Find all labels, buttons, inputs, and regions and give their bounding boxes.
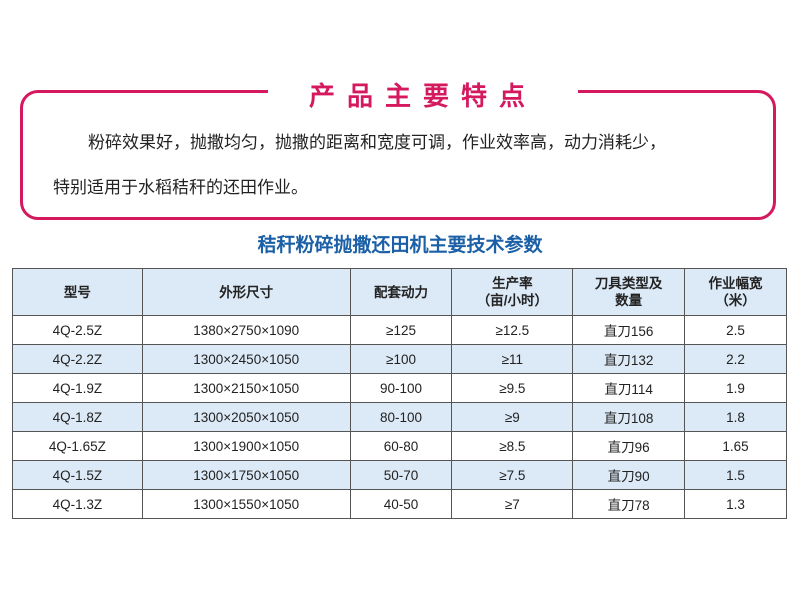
- table-cell: 60-80: [349, 431, 453, 461]
- table-header-row: 型号 外形尺寸 配套动力 生产率 （亩/小时） 刀具类型及数量 作业幅宽 （米）: [12, 268, 787, 316]
- column-header: 生产率 （亩/小时）: [451, 268, 574, 316]
- table-cell: 1300×1900×1050: [141, 431, 351, 461]
- column-header: 型号: [12, 268, 143, 316]
- table-cell: 50-70: [349, 460, 453, 490]
- table-cell: ≥125: [349, 315, 453, 345]
- table-cell: 直刀132: [572, 344, 686, 374]
- table-cell: 80-100: [349, 402, 453, 432]
- table-cell: 1.8: [684, 402, 787, 432]
- table-cell: ≥9: [451, 402, 574, 432]
- features-text-line-1: 粉碎效果好，抛撒均匀，抛撒的距离和宽度可调，作业效率高，动力消耗少，: [88, 133, 666, 152]
- table-cell: ≥7: [451, 489, 574, 519]
- table-row: 4Q-2.5Z 1380×2750×1090 ≥125 ≥12.5 直刀156 2.5: [12, 315, 787, 345]
- column-header-line-1: 生产率: [492, 276, 533, 291]
- column-header: 作业幅宽 （米）: [684, 268, 787, 316]
- table-cell: ≥11: [451, 344, 574, 374]
- column-header-line-2: 数量: [615, 293, 643, 308]
- column-header-line-1: 刀具类型及: [594, 276, 663, 291]
- specs-table: 型号 外形尺寸 配套动力 生产率 （亩/小时） 刀具类型及数量 作业幅宽 （米） 4Q-2.5…: [12, 268, 787, 519]
- table-cell: 直刀108: [572, 402, 686, 432]
- table-cell: 90-100: [349, 373, 453, 403]
- table-cell: 1.3: [684, 489, 787, 519]
- column-header: 配套动力: [349, 268, 453, 316]
- column-header: 外形尺寸: [141, 268, 351, 316]
- table-cell: 2.5: [684, 315, 787, 345]
- table-cell: 直刀114: [572, 373, 686, 403]
- table-cell: 1300×2150×1050: [141, 373, 351, 403]
- table-row: 4Q-1.3Z 1300×1550×1050 40-50 ≥7 直刀78 1.3: [12, 489, 787, 519]
- table-row: 4Q-1.8Z 1300×2050×1050 80-100 ≥9 直刀108 1.8: [12, 402, 787, 432]
- column-header-line-1: 作业幅宽: [708, 276, 763, 291]
- table-cell: 4Q-2.2Z: [12, 344, 143, 374]
- table-cell: 直刀96: [572, 431, 686, 461]
- table-cell: 4Q-2.5Z: [12, 315, 143, 345]
- table-cell: 1300×1550×1050: [141, 489, 351, 519]
- column-header-line-2: （亩/小时）: [476, 293, 548, 308]
- table-row: 4Q-1.65Z 1300×1900×1050 60-80 ≥8.5 直刀96 1.65: [12, 431, 787, 461]
- table-cell: 1300×2050×1050: [141, 402, 351, 432]
- table-cell: 1.5: [684, 460, 787, 490]
- table-cell: 1.9: [684, 373, 787, 403]
- table-row: 4Q-2.2Z 1300×2450×1050 ≥100 ≥11 直刀132 2.2: [12, 344, 787, 374]
- specs-title: 秸秆粉碎抛撒还田机主要技术参数: [257, 235, 543, 256]
- table-cell: 直刀90: [572, 460, 686, 490]
- table-cell: 4Q-1.8Z: [12, 402, 143, 432]
- table-cell: ≥7.5: [451, 460, 574, 490]
- column-header-line-1: 型号: [63, 284, 91, 300]
- column-header-line-2: （米）: [715, 293, 756, 308]
- table-cell: ≥8.5: [451, 431, 574, 461]
- table-cell: 4Q-1.9Z: [12, 373, 143, 403]
- table-cell: 4Q-1.5Z: [12, 460, 143, 490]
- column-header-line-1: 外形尺寸: [219, 284, 274, 300]
- column-header-line-1: 配套动力: [374, 284, 429, 300]
- table-cell: 1.65: [684, 431, 787, 461]
- table-cell: 4Q-1.65Z: [12, 431, 143, 461]
- features-text-line-2: 特别适用于水稻秸秆的还田作业。: [53, 178, 308, 197]
- table-row: 4Q-1.9Z 1300×2150×1050 90-100 ≥9.5 直刀114 1.9: [12, 373, 787, 403]
- features-title: 产品主要特点: [268, 80, 578, 114]
- column-header: 刀具类型及 数量: [572, 268, 686, 316]
- table-row: 4Q-1.5Z 1300×1750×1050 50-70 ≥7.5 直刀90 1.5: [12, 460, 787, 490]
- table-cell: ≥9.5: [451, 373, 574, 403]
- table-cell: ≥100: [349, 344, 453, 374]
- table-cell: 40-50: [349, 489, 453, 519]
- table-cell: 直刀156: [572, 315, 686, 345]
- table-cell: 4Q-1.3Z: [12, 489, 143, 519]
- table-cell: 2.2: [684, 344, 787, 374]
- table-cell: 直刀78: [572, 489, 686, 519]
- table-cell: ≥12.5: [451, 315, 574, 345]
- table-cell: 1380×2750×1090: [141, 315, 351, 345]
- table-cell: 1300×1750×1050: [141, 460, 351, 490]
- table-cell: 1300×2450×1050: [141, 344, 351, 374]
